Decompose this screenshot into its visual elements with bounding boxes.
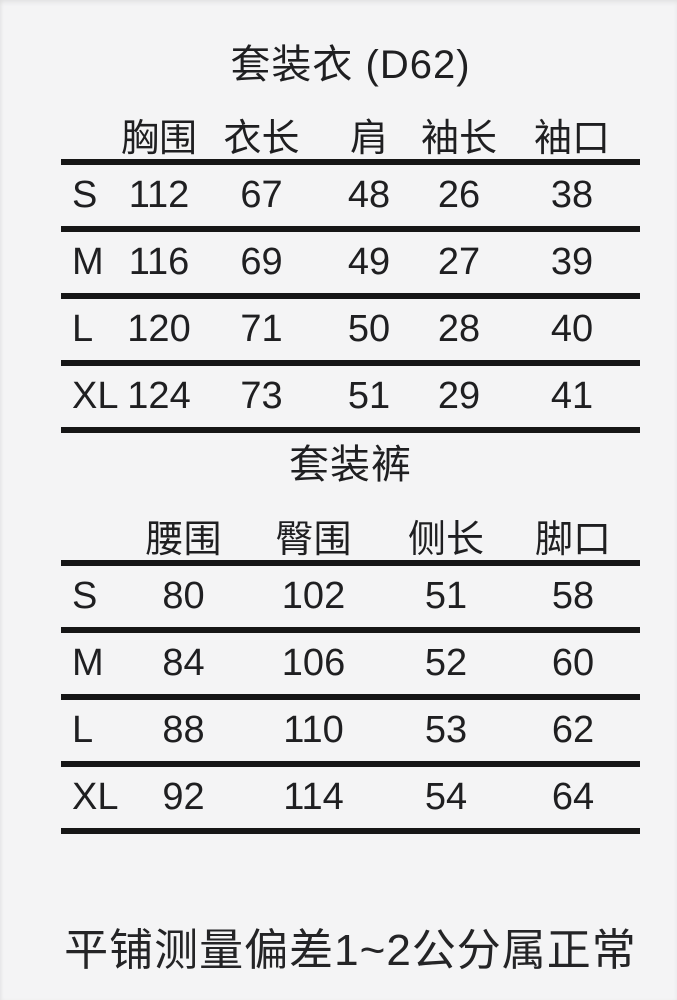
divider-rule bbox=[61, 159, 640, 165]
divider-rule bbox=[61, 761, 640, 767]
value-cell: 51 bbox=[347, 375, 391, 417]
column-header-chest: 胸围 bbox=[120, 117, 197, 160]
value-cell: 38 bbox=[550, 174, 594, 216]
column-header-hip: 臀围 bbox=[275, 519, 352, 561]
size-label: S bbox=[72, 174, 98, 216]
column-header-shoulder: 肩 bbox=[349, 117, 388, 160]
value-cell: 27 bbox=[437, 241, 481, 283]
value-cell: 51 bbox=[424, 575, 468, 617]
shirt-row-s: S 112 67 48 26 38 bbox=[61, 165, 640, 226]
pants-header-row: 腰围 臀围 侧长 脚口 bbox=[61, 511, 640, 561]
value-cell: 50 bbox=[347, 308, 391, 350]
value-cell: 102 bbox=[281, 575, 346, 617]
pants-row-m: M 84 106 52 60 bbox=[61, 633, 640, 694]
value-cell: 40 bbox=[550, 308, 594, 350]
shirt-table-title: 套装衣 (D62) bbox=[230, 43, 471, 87]
size-label: XL bbox=[72, 776, 119, 818]
value-cell: 67 bbox=[240, 174, 283, 216]
value-cell: 116 bbox=[128, 241, 190, 283]
divider-rule bbox=[61, 828, 640, 834]
divider-rule bbox=[61, 560, 640, 566]
size-label: M bbox=[72, 642, 104, 684]
value-cell: 73 bbox=[240, 375, 283, 417]
column-header-side-length: 侧长 bbox=[407, 519, 484, 561]
measurement-tolerance-note: 平铺测量偏差1~2公分属正常 bbox=[64, 926, 637, 975]
value-cell: 48 bbox=[347, 174, 391, 216]
column-header-garment-length: 衣长 bbox=[223, 117, 300, 160]
size-label: S bbox=[72, 575, 98, 617]
divider-rule bbox=[61, 627, 640, 633]
value-cell: 112 bbox=[128, 174, 190, 216]
value-cell: 106 bbox=[281, 642, 346, 684]
value-cell: 54 bbox=[424, 776, 468, 818]
column-header-cuff: 袖口 bbox=[533, 117, 610, 160]
value-cell: 69 bbox=[240, 241, 283, 283]
value-cell: 49 bbox=[347, 241, 391, 283]
value-cell: 84 bbox=[162, 642, 205, 684]
value-cell: 29 bbox=[437, 375, 481, 417]
value-cell: 124 bbox=[127, 375, 191, 417]
value-cell: 53 bbox=[424, 709, 468, 751]
value-cell: 52 bbox=[424, 642, 468, 684]
value-cell: 80 bbox=[162, 575, 205, 617]
pants-row-s: S 80 102 51 58 bbox=[61, 566, 640, 627]
column-header-leg-opening: 脚口 bbox=[534, 519, 611, 561]
value-cell: 120 bbox=[127, 308, 191, 350]
shirt-header-row: 胸围 衣长 肩 袖长 袖口 bbox=[61, 109, 640, 160]
pants-row-l: L 88 110 53 62 bbox=[61, 700, 640, 761]
value-cell: 92 bbox=[162, 776, 205, 818]
value-cell: 41 bbox=[550, 375, 594, 417]
value-cell: 110 bbox=[283, 709, 344, 751]
size-label: XL bbox=[72, 375, 119, 417]
value-cell: 62 bbox=[551, 709, 595, 751]
size-chart-content: 套装衣 (D62) 胸围 衣长 肩 袖长 袖口 S 112 67 48 26 3… bbox=[61, 0, 640, 973]
shirt-row-l: L 120 71 50 28 40 bbox=[61, 299, 640, 360]
size-label: L bbox=[72, 308, 94, 350]
size-label: M bbox=[72, 241, 104, 283]
value-cell: 26 bbox=[437, 174, 481, 216]
value-cell: 64 bbox=[551, 776, 595, 818]
pants-table-title: 套装裤 bbox=[289, 443, 412, 487]
value-cell: 114 bbox=[283, 776, 344, 818]
value-cell: 28 bbox=[437, 308, 481, 350]
value-cell: 88 bbox=[162, 709, 205, 751]
divider-rule bbox=[61, 427, 640, 433]
divider-rule bbox=[61, 293, 640, 299]
divider-rule bbox=[61, 226, 640, 232]
divider-rule bbox=[61, 360, 640, 366]
shirt-row-xl: XL 124 73 51 29 41 bbox=[61, 366, 640, 427]
value-cell: 71 bbox=[240, 308, 283, 350]
shirt-row-m: M 116 69 49 27 39 bbox=[61, 232, 640, 293]
size-label: L bbox=[72, 709, 94, 751]
divider-rule bbox=[61, 694, 640, 700]
value-cell: 58 bbox=[551, 575, 595, 617]
pants-row-xl: XL 92 114 54 64 bbox=[61, 767, 640, 828]
value-cell: 60 bbox=[551, 642, 595, 684]
column-header-sleeve-length: 袖长 bbox=[420, 117, 497, 160]
column-header-waist: 腰围 bbox=[145, 519, 222, 561]
value-cell: 39 bbox=[550, 241, 594, 283]
